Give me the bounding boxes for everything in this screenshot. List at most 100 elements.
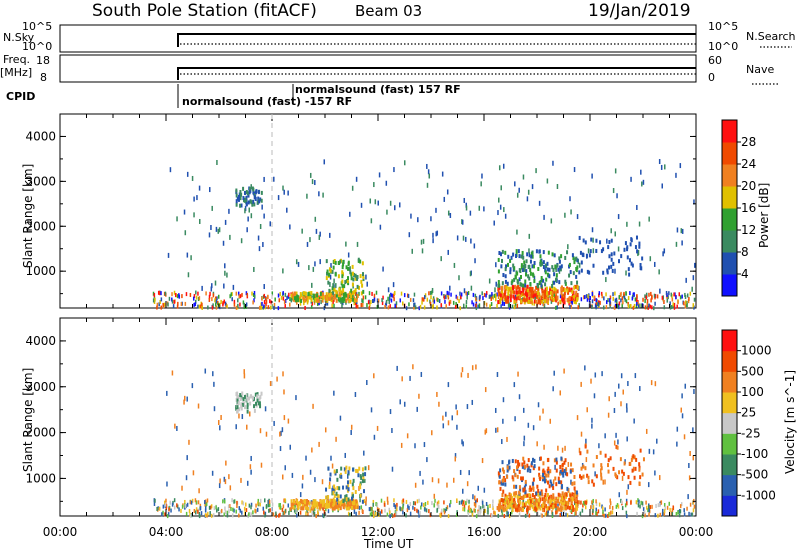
echo-cell [559,265,562,270]
echo-cell [355,511,357,516]
echo-cell [572,271,575,276]
echo-cell [563,291,566,296]
echo-cell [257,498,260,503]
echo-cell [197,403,200,409]
echo-cell [547,509,549,514]
echo-cell [605,292,607,297]
colorbar-swatch [722,412,737,434]
echo-cell [639,475,642,480]
power-heatmap [152,159,696,311]
echo-cell [351,506,354,511]
echo-cell [470,285,473,291]
echo-cell [502,273,505,278]
echo-cell [495,297,497,302]
echo-cell [579,511,582,516]
echo-cell [456,424,458,430]
echo-cell [516,271,519,276]
echo-cell [648,512,650,517]
echo-cell [286,295,288,300]
echo-cell [407,504,409,509]
echo-cell [633,303,636,308]
echo-cell [282,504,285,509]
echo-cell [500,185,502,191]
echo-cell [344,497,347,502]
echo-cell [681,413,684,419]
echo-cell [582,238,585,243]
nsky-tick-top: 10^5 [22,20,52,33]
echo-cell [509,267,512,272]
echo-cell [558,259,561,264]
echo-cell [193,302,195,307]
echo-cell [265,504,268,509]
echo-cell [385,299,388,304]
echo-cell [497,287,500,292]
echo-cell [271,291,274,296]
echo-cell [575,506,578,511]
ytick-label: 2000 [25,219,56,233]
echo-cell [506,510,508,515]
echo-cell [314,477,316,483]
echo-cell [247,191,250,196]
echo-cell [216,159,218,165]
echo-cell [242,300,245,305]
echo-cell [361,283,364,288]
echo-cell [376,425,379,431]
echo-cell [598,293,600,298]
echo-cell [578,500,580,505]
echo-cell [295,395,297,401]
echo-cell [413,292,416,297]
echo-cell [501,299,504,304]
echo-cell [652,449,655,455]
echo-cell [613,440,616,446]
echo-cell [324,294,327,299]
echo-cell [403,293,406,298]
echo-cell [385,180,388,186]
echo-cell [541,475,544,480]
echo-cell [342,504,345,509]
echo-cell [520,476,523,481]
echo-cell [561,501,564,506]
echo-cell [363,499,365,504]
echo-cell [598,300,600,305]
echo-cell [306,241,309,247]
velocity-heatmap [153,364,696,519]
echo-cell [353,301,356,306]
echo-cell [470,508,473,513]
echo-cell [510,286,513,291]
echo-cell [172,304,175,309]
echo-cell [289,444,292,450]
echo-cell [499,299,502,304]
echo-cell [162,504,165,509]
echo-cell [320,294,323,299]
echo-cell [571,492,574,497]
echo-cell [670,305,673,310]
echo-cell [345,298,348,303]
echo-cell [314,503,317,508]
echo-cell [568,497,571,502]
echo-cell [607,513,609,518]
echo-cell [638,462,641,467]
echo-cell [634,297,637,302]
echo-cell [325,487,328,492]
echo-cell [297,295,300,300]
echo-cell [316,296,319,301]
echo-cell [428,291,430,296]
echo-cell [332,290,335,295]
echo-cell [517,498,520,503]
echo-cell [344,469,347,474]
echo-cell [241,414,244,420]
echo-cell [219,425,221,431]
echo-cell [572,256,575,261]
echo-cell [353,509,356,514]
echo-cell [510,290,513,295]
echo-cell [325,507,327,512]
echo-cell [524,291,527,296]
echo-cell [249,464,252,470]
echo-cell [366,303,368,308]
echo-cell [388,507,390,512]
echo-cell [198,514,201,519]
echo-cell [575,268,578,273]
echo-cell [372,502,374,507]
echo-cell [422,238,425,244]
echo-cell [510,504,513,509]
